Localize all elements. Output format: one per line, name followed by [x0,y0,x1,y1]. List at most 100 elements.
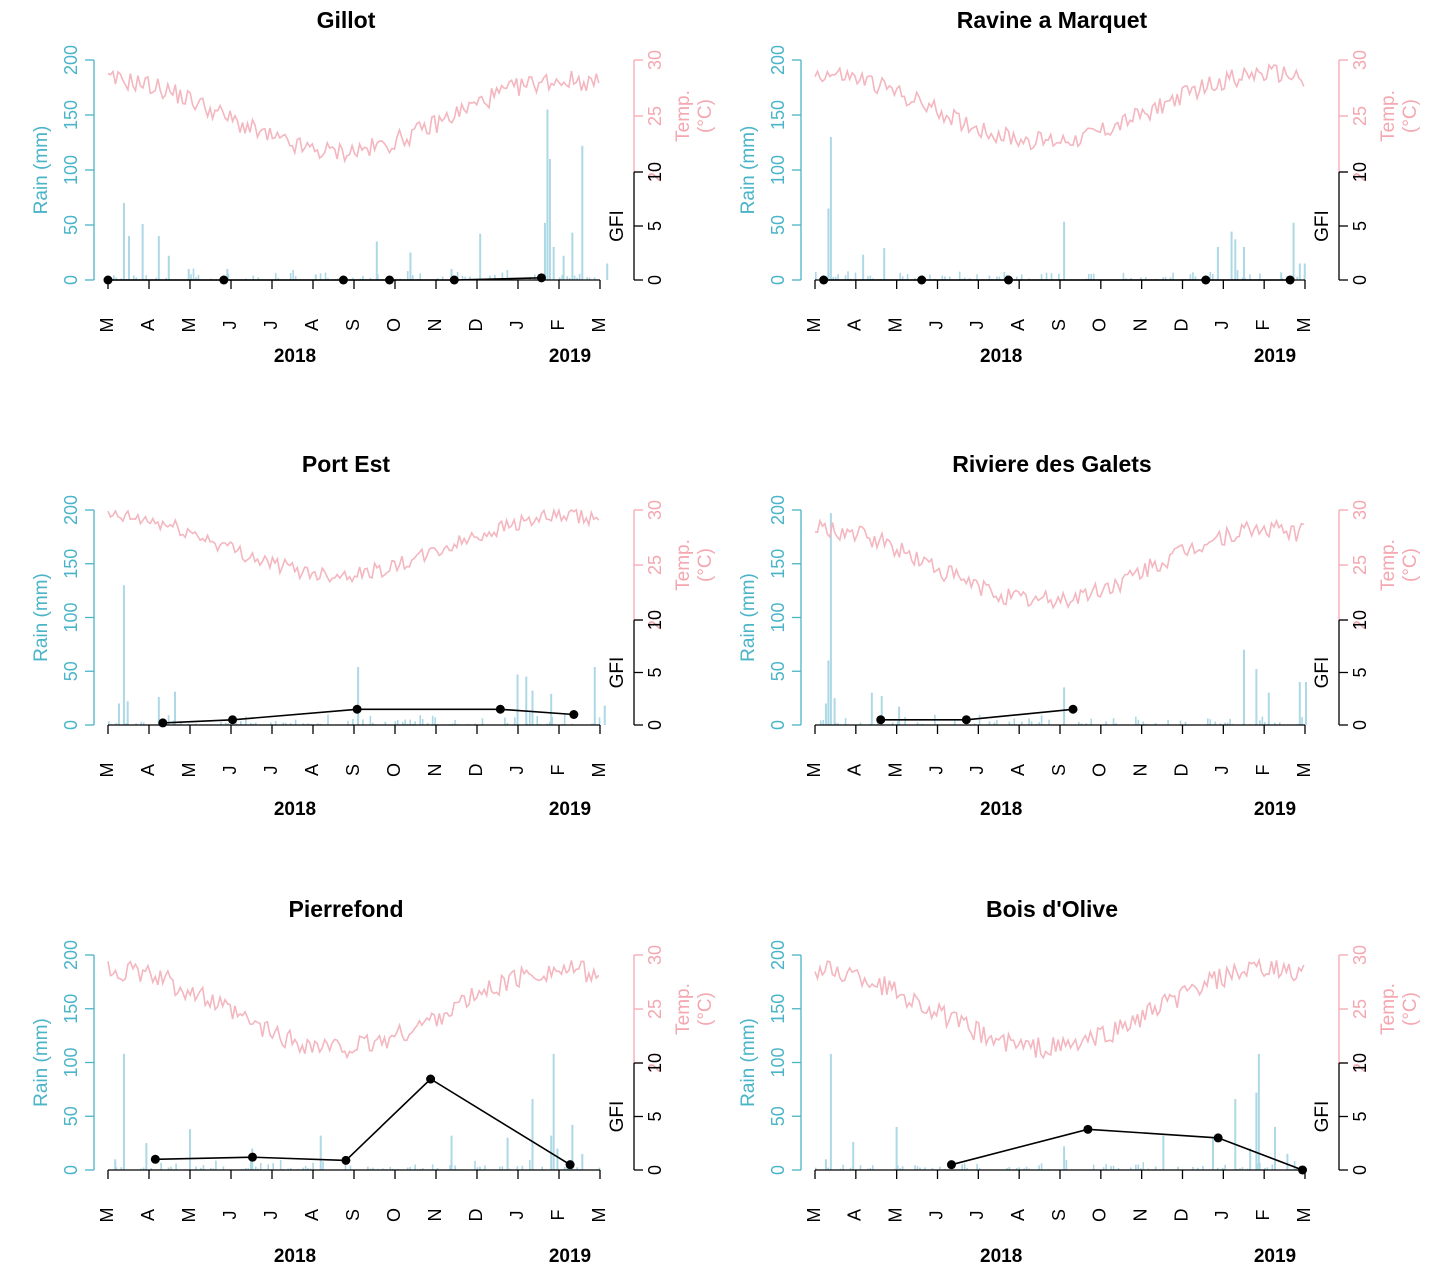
month-tick-label: A [138,319,158,331]
gfi-axis-label: GFI [1312,1101,1333,1133]
rain-bar [1184,721,1187,725]
rain-bar [140,1168,142,1170]
rain-bar [504,717,506,725]
gfi-tick-label: 0 [1350,275,1370,285]
rain-bar [327,714,329,725]
rain-tick-label: 0 [768,720,788,730]
rain-bar [312,1162,314,1170]
rain-bar [212,1168,215,1170]
rain-bar [1162,1135,1165,1170]
rain-tick-label: 50 [768,215,788,235]
month-tick-label: D [1171,1209,1191,1222]
rain-bar [1028,718,1030,725]
temp-axis-label: Temp. [673,983,694,1035]
rain-bar [215,1160,217,1170]
rain-axis-label: Rain (mm) [31,126,52,215]
rain-bar [1142,721,1145,725]
rain-bar [1140,1168,1142,1170]
month-tick-label: M [804,1208,824,1223]
rain-bar [827,1167,830,1170]
rain-bar [593,666,596,725]
rain-bar [598,1167,601,1170]
rain-bars [815,137,1306,280]
rain-bar [552,247,555,280]
rain-bar [603,705,606,725]
rain-bar [294,276,297,280]
rain-bar [1242,247,1245,280]
rain-bar [506,270,509,280]
panel-title: Port Est [302,451,391,477]
rain-bar [369,715,372,725]
month-tick-label: M [589,1208,609,1223]
rain-bar [966,1168,968,1170]
month-tick-label: O [1090,1208,1110,1222]
rain-bar [1229,718,1231,725]
month-tick-label: O [384,1208,404,1222]
rain-bar [529,712,531,725]
rain-bar [421,1167,424,1170]
panel-title: Ravine a Marquet [957,7,1148,33]
rain-bar [197,274,200,280]
rain-bar [289,1167,292,1170]
rain-bar [441,276,444,280]
rain-bar [1162,277,1164,280]
rain-bar [375,241,378,280]
gfi-tick-label: 10 [645,1053,665,1073]
rain-bar [859,722,862,725]
temp-tick-label: 25 [645,106,665,126]
rain-bar [839,1168,842,1170]
gfi-tick-label: 10 [645,610,665,630]
rain-bar [1110,1166,1112,1170]
rain-bar [1058,273,1060,280]
rain-bar [108,721,110,725]
year-label: 2019 [549,799,591,820]
temp-tick-label: 30 [1350,500,1370,520]
rain-bar [450,1135,453,1170]
rain-tick-label: 50 [61,661,81,681]
month-tick-label: A [302,319,322,331]
month-tick-label: M [1294,763,1314,778]
rain-bar [1063,221,1066,280]
rain-bar [837,274,839,280]
temp-axis-label-unit: (°C) [1400,99,1421,133]
rain-bar [1256,1163,1259,1170]
rain-bar [914,278,916,280]
rain-bar [294,719,297,725]
rain-bar [1102,1167,1105,1170]
rain-bar [436,1168,439,1170]
temp-axis-label-unit: (°C) [1400,992,1421,1026]
rain-bar [1172,272,1174,280]
rain-bar [372,722,374,725]
month-tick-label: J [507,321,527,330]
rain-bar [252,723,255,725]
rain-bar [996,720,998,725]
rain-bar [548,159,551,280]
rain-bar [252,275,255,280]
rain-bar [1271,1164,1274,1170]
gfi-line [162,708,574,724]
month-tick-label: M [804,763,824,778]
rain-bar [160,1162,162,1170]
rain-bar [899,272,901,280]
gfi-tick-label: 5 [645,221,665,231]
rain-bar [1112,1165,1115,1170]
gfi-axis-label: GFI [607,1101,628,1133]
gfi-tick-label: 5 [645,1111,665,1121]
rain-bar [367,1166,369,1170]
rain-bar [591,723,593,725]
rain-bar [581,145,584,280]
rain-bar [976,1163,978,1170]
year-label: 2019 [549,346,591,367]
rain-bar [324,272,327,280]
gfi-tick-label: 0 [645,1165,665,1175]
rain-bar [145,1143,148,1170]
rain-bar [1050,273,1053,280]
month-tick-label: S [343,319,363,331]
rain-bar [824,703,827,725]
month-tick-label: M [885,763,905,778]
rain-bar [489,275,491,280]
rain-bar [1286,1153,1289,1170]
rain-bar [516,674,519,725]
rain-bar [566,276,568,280]
